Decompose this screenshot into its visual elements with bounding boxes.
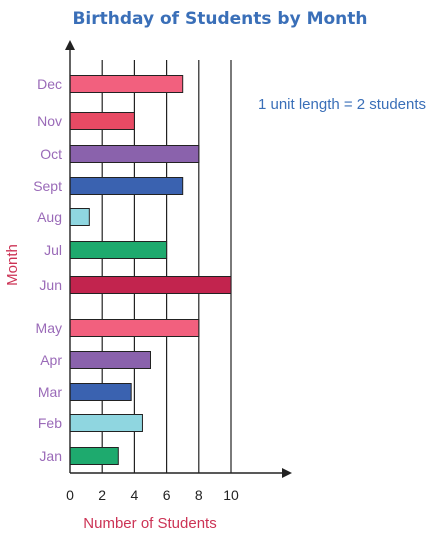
bar-apr: [69, 351, 151, 369]
category-label-jun: Jun: [39, 277, 62, 293]
bar-dec: [69, 75, 184, 93]
category-label-aug: Aug: [37, 209, 62, 225]
x-tick-8: 8: [195, 487, 203, 503]
category-label-jan: Jan: [39, 448, 62, 464]
category-label-feb: Feb: [38, 415, 62, 431]
unit-note: 1 unit length = 2 students: [258, 96, 426, 113]
bar-mar: [69, 383, 132, 401]
category-label-dec: Dec: [37, 76, 62, 92]
x-axis-arrow: [282, 468, 292, 478]
bar-sept: [69, 177, 184, 195]
category-label-oct: Oct: [40, 146, 62, 162]
bar-feb: [69, 414, 143, 432]
category-label-sept: Sept: [33, 178, 62, 194]
bar-may: [69, 319, 200, 337]
y-axis-arrow: [65, 40, 75, 50]
x-tick-2: 2: [98, 487, 106, 503]
x-axis-label: Number of Students: [83, 515, 216, 532]
x-tick-6: 6: [163, 487, 171, 503]
x-tick-0: 0: [66, 487, 74, 503]
bar-oct: [69, 145, 200, 163]
bar-jul: [69, 241, 168, 259]
category-labels: Jan Feb Mar Apr May Jun Jul Aug Sept Oct Nov Dec: [33, 76, 62, 464]
bar-jun: [69, 276, 232, 294]
y-axis-label: Month: [4, 244, 21, 286]
axes: [65, 40, 292, 478]
chart-title: Birthday of Students by Month: [72, 9, 367, 29]
bar-aug: [69, 208, 90, 226]
category-label-jul: Jul: [44, 242, 62, 258]
category-label-mar: Mar: [38, 384, 62, 400]
bar-jan: [69, 447, 119, 465]
x-tick-4: 4: [131, 487, 139, 503]
x-tick-labels: 0 2 4 6 8 10: [66, 487, 239, 503]
x-tick-10: 10: [223, 487, 239, 503]
bar-nov: [69, 112, 135, 130]
category-label-apr: Apr: [40, 352, 62, 368]
category-label-may: May: [36, 320, 62, 336]
bars: [69, 75, 232, 465]
category-label-nov: Nov: [37, 113, 62, 129]
